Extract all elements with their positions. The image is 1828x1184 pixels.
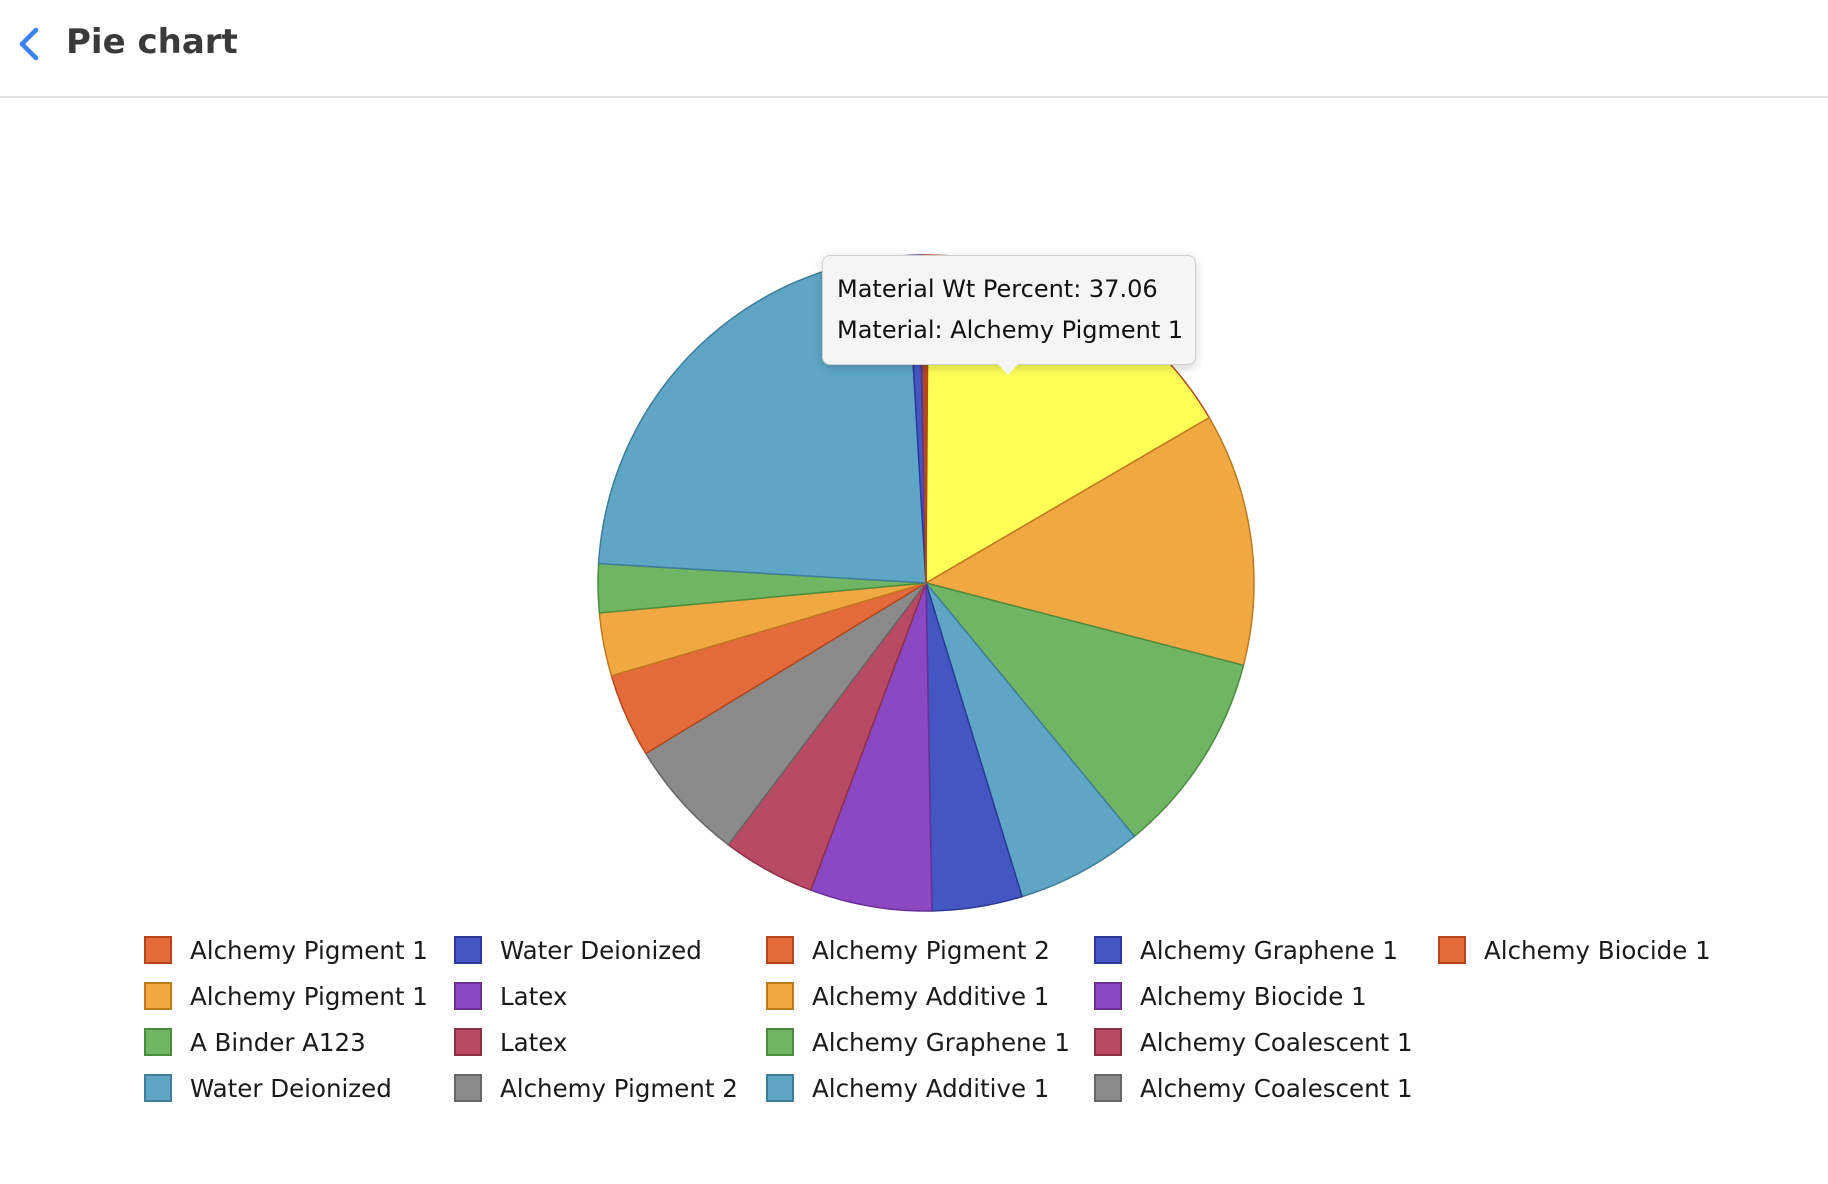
legend-label: A Binder A123 bbox=[190, 1027, 366, 1057]
legend-label: Latex bbox=[500, 1027, 568, 1057]
legend-swatch bbox=[144, 1028, 172, 1056]
legend-label: Water Deionized bbox=[500, 935, 702, 965]
legend-item[interactable]: Alchemy Pigment 1 bbox=[144, 933, 428, 967]
pie-slice-3[interactable] bbox=[925, 582, 1245, 838]
legend-swatch bbox=[1094, 1074, 1122, 1102]
pie-slice-6[interactable] bbox=[809, 582, 933, 912]
legend-swatch bbox=[766, 936, 794, 964]
legend-swatch bbox=[766, 1074, 794, 1102]
legend-swatch bbox=[766, 982, 794, 1010]
legend-swatch bbox=[144, 1074, 172, 1102]
legend-item[interactable]: Alchemy Graphene 1 bbox=[1094, 933, 1398, 967]
legend-label: Alchemy Pigment 2 bbox=[500, 1073, 738, 1103]
legend-label: Latex bbox=[500, 981, 568, 1011]
legend-label: Alchemy Additive 1 bbox=[812, 981, 1050, 1011]
legend-swatch bbox=[454, 936, 482, 964]
legend-item[interactable]: Alchemy Coalescent 1 bbox=[1094, 1071, 1413, 1105]
legend-swatch bbox=[454, 982, 482, 1010]
legend-swatch bbox=[1094, 982, 1122, 1010]
pie-chart bbox=[597, 254, 1255, 912]
legend-label: Alchemy Additive 1 bbox=[812, 1073, 1050, 1103]
legend-label: Alchemy Coalescent 1 bbox=[1140, 1027, 1413, 1057]
chart-tooltip: Material Wt Percent: 37.06 Material: Alc… bbox=[822, 255, 1196, 365]
legend-item[interactable]: Water Deionized bbox=[144, 1071, 392, 1105]
legend-label: Alchemy Graphene 1 bbox=[1140, 935, 1398, 965]
legend-swatch bbox=[454, 1028, 482, 1056]
legend-label: Alchemy Biocide 1 bbox=[1140, 981, 1367, 1011]
legend-label: Alchemy Pigment 2 bbox=[812, 935, 1050, 965]
legend-label: Alchemy Graphene 1 bbox=[812, 1027, 1070, 1057]
legend-item[interactable]: A Binder A123 bbox=[144, 1025, 366, 1059]
pie-slice-8[interactable] bbox=[645, 582, 927, 846]
legend-item[interactable]: Alchemy Pigment 1 bbox=[144, 979, 428, 1013]
legend-item[interactable]: Alchemy Coalescent 1 bbox=[1094, 1025, 1413, 1059]
legend-label: Alchemy Coalescent 1 bbox=[1140, 1073, 1413, 1103]
legend-swatch bbox=[144, 982, 172, 1010]
legend-item[interactable]: Latex bbox=[454, 979, 567, 1013]
legend-label: Water Deionized bbox=[190, 1073, 392, 1103]
legend-item[interactable]: Alchemy Pigment 2 bbox=[454, 1071, 738, 1105]
legend-swatch bbox=[1094, 936, 1122, 964]
legend-label: Alchemy Biocide 1 bbox=[1484, 935, 1711, 965]
legend-item[interactable]: Latex bbox=[454, 1025, 567, 1059]
legend-swatch bbox=[1094, 1028, 1122, 1056]
legend-item[interactable]: Alchemy Pigment 2 bbox=[766, 933, 1050, 967]
legend-label: Alchemy Pigment 1 bbox=[190, 981, 428, 1011]
tooltip-value: Material Wt Percent: 37.06 bbox=[837, 275, 1158, 303]
legend-item[interactable]: Alchemy Biocide 1 bbox=[1094, 979, 1367, 1013]
tooltip-material: Material: Alchemy Pigment 1 bbox=[837, 316, 1184, 344]
legend-item[interactable]: Water Deionized bbox=[454, 933, 702, 967]
legend-label: Alchemy Pigment 1 bbox=[190, 935, 428, 965]
legend-item[interactable]: Alchemy Additive 1 bbox=[766, 979, 1049, 1013]
legend-swatch bbox=[766, 1028, 794, 1056]
pie-slice-2[interactable] bbox=[925, 416, 1255, 667]
pie-slice-4[interactable] bbox=[925, 582, 1136, 898]
back-button[interactable] bbox=[12, 24, 48, 64]
legend-item[interactable]: Alchemy Additive 1 bbox=[766, 1071, 1049, 1105]
legend-swatch bbox=[1438, 936, 1466, 964]
chevron-left-icon bbox=[19, 27, 39, 61]
legend-item[interactable]: Alchemy Graphene 1 bbox=[766, 1025, 1070, 1059]
page-title: Pie chart bbox=[66, 22, 238, 62]
tooltip-arrow bbox=[997, 363, 1019, 375]
legend-swatch bbox=[454, 1074, 482, 1102]
page-header: Pie chart bbox=[0, 0, 1828, 98]
legend-item[interactable]: Alchemy Biocide 1 bbox=[1438, 933, 1711, 967]
legend-swatch bbox=[144, 936, 172, 964]
